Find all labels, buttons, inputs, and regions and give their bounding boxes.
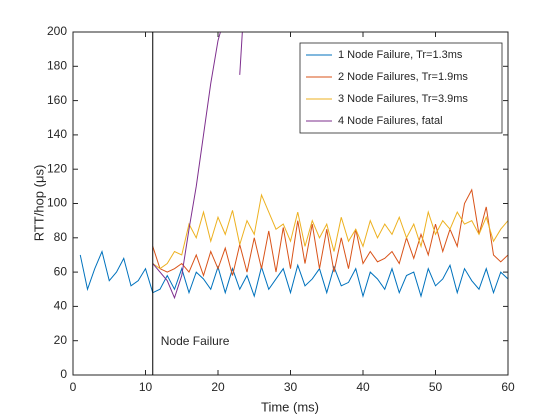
y-tick-label: 40 <box>54 299 68 313</box>
legend-label: 1 Node Failure, Tr=1.3ms <box>338 49 463 61</box>
annotation-text: Node Failure <box>161 334 230 348</box>
series-line <box>152 32 243 300</box>
series-line <box>152 193 508 270</box>
x-axis-label: Time (ms) <box>261 399 319 414</box>
y-tick-label: 160 <box>47 93 67 107</box>
y-tick-label: 80 <box>54 230 68 244</box>
x-tick-label: 30 <box>284 380 298 394</box>
y-tick-label: 60 <box>54 264 68 278</box>
x-tick-label: 50 <box>429 380 443 394</box>
y-tick-label: 140 <box>47 127 67 141</box>
x-tick-label: 10 <box>139 380 153 394</box>
y-tick-label: 120 <box>47 161 67 175</box>
y-tick-label: 100 <box>47 196 67 210</box>
legend-label: 4 Node Failures, fatal <box>338 115 443 127</box>
series-line <box>152 188 508 278</box>
y-tick-label: 200 <box>47 24 67 38</box>
x-tick-label: 20 <box>211 380 225 394</box>
legend-label: 2 Node Failures, Tr=1.9ms <box>338 71 468 83</box>
y-axis-label: RTT/hop (μs) <box>31 165 46 242</box>
x-tick-label: 40 <box>356 380 370 394</box>
legend-box <box>299 42 503 134</box>
x-tick-label: 60 <box>501 380 515 394</box>
x-tick-label: 0 <box>70 380 77 394</box>
y-tick-label: 20 <box>54 333 68 347</box>
y-tick-label: 0 <box>60 367 67 381</box>
y-tick-label: 180 <box>47 58 67 72</box>
series-line <box>79 249 508 298</box>
plot-area <box>79 32 508 300</box>
legend-label: 3 Node Failures, Tr=3.9ms <box>338 93 468 105</box>
